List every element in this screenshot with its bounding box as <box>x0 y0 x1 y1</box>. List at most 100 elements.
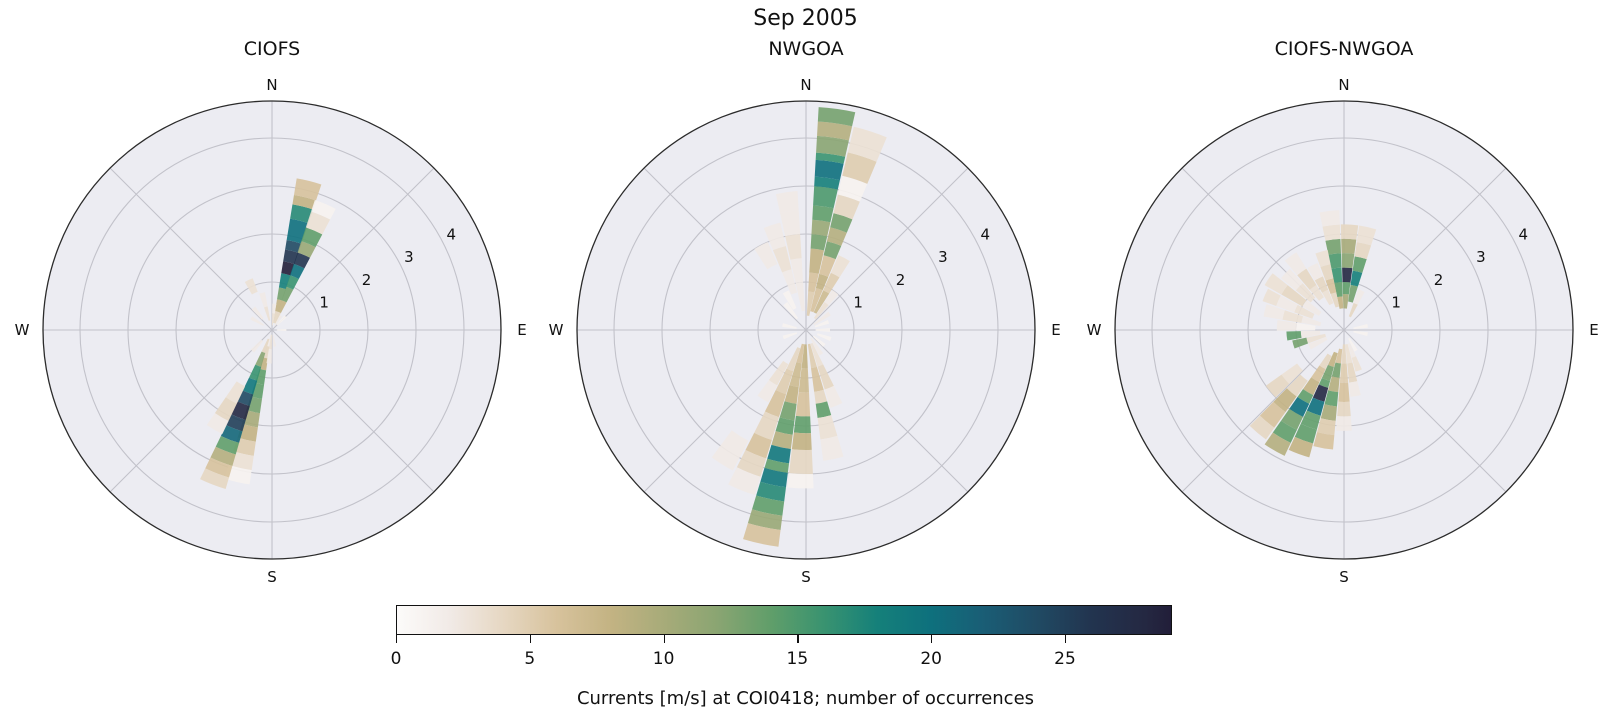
rose-petal-segment <box>261 338 270 354</box>
rose-petal-segment <box>775 368 794 395</box>
rose-petal-segment <box>826 227 847 246</box>
rose-petal-segment <box>830 255 850 278</box>
radial-tick-label: 4 <box>447 226 457 244</box>
rose-petal-segment <box>1337 296 1344 309</box>
rose-petal-segment <box>276 328 287 332</box>
rose-petal-segment <box>812 205 834 223</box>
rose-petal-segment <box>772 245 792 273</box>
rose-petal-segment <box>1284 252 1307 276</box>
rose-petal-segment <box>768 360 789 386</box>
rose-petal-segment <box>276 315 287 326</box>
rose-petal-segment <box>782 332 798 340</box>
rose-petal-segment <box>816 333 832 341</box>
rose-petal-segment <box>1318 377 1331 388</box>
rose-petal-segment <box>1319 353 1332 370</box>
rose-petal-segment <box>1262 288 1281 306</box>
rose-petal-segment <box>1288 436 1314 458</box>
rose-petal-segment <box>767 444 791 464</box>
rose-petal-segment <box>1289 397 1310 417</box>
colorbar-gradient <box>396 605 1172 635</box>
radial-tick-label: 1 <box>1391 293 1401 311</box>
colorbar-tick-label: 20 <box>920 649 942 669</box>
rose-petal-segment <box>795 391 811 417</box>
plot-title-ciofs-nwgoa: CIOFS-NWGOA <box>1274 38 1414 60</box>
polar-plot-ciofs-nwgoa: CIOFS-NWGOA 1 2 3 4 N E S W <box>1087 38 1599 586</box>
rose-petal-segment <box>244 278 258 295</box>
rose-petal-segment <box>255 368 267 385</box>
rose-petal-segment <box>1340 224 1359 240</box>
rose-petal-segment <box>824 289 839 306</box>
compass-label-north: N <box>1338 76 1350 94</box>
rose-petal-segment <box>1341 344 1347 364</box>
rose-petal-segment <box>795 282 805 312</box>
rose-petal-segment <box>1348 302 1358 318</box>
rose-petal-segment <box>747 509 783 531</box>
rose-petal-segment <box>301 227 323 248</box>
rose-petal-segment <box>1325 238 1341 255</box>
rose-petal-segment <box>1331 362 1341 378</box>
rose-petal-segment <box>255 351 266 367</box>
rose-petal-segment <box>281 261 295 276</box>
rose-petal-segment <box>263 306 271 321</box>
rose-petal-segment <box>1281 285 1307 307</box>
rose-petal-segment <box>1347 343 1356 358</box>
rose-petal-segment <box>290 263 305 280</box>
rose-petal-segment <box>1322 289 1334 306</box>
colorbar-tick-label: 10 <box>652 649 675 669</box>
rose-petal-segment <box>820 435 844 461</box>
rose-petal-segment <box>812 335 826 347</box>
rose-petal-segment <box>206 413 229 434</box>
rose-petal-segment <box>200 468 230 490</box>
rose-petal-segment <box>281 286 294 303</box>
colorbar-tick-label: 25 <box>1054 649 1076 669</box>
rose-petal-segment <box>782 323 797 329</box>
rose-petal-segment <box>1322 224 1341 241</box>
rose-petal-segment <box>1297 389 1314 404</box>
rose-petal-segment <box>711 430 749 471</box>
rose-petal-segment <box>789 362 802 388</box>
rose-petal-segment <box>1295 283 1316 303</box>
rose-petal-segment <box>1320 404 1337 421</box>
rose-petal-segment <box>214 397 237 421</box>
rose-petal-segment <box>728 467 761 496</box>
rose-petal-segment <box>1353 330 1368 337</box>
rose-petal-segment <box>833 194 860 220</box>
rose-petal-segment <box>278 300 287 314</box>
rose-petal-segment <box>293 252 310 269</box>
rose-petal-segment <box>830 213 853 233</box>
rose-petal-segment <box>780 210 801 237</box>
rose-petal-segment <box>1321 364 1334 381</box>
rose-petal-segment <box>1286 331 1302 341</box>
rose-petal-segment <box>272 303 277 314</box>
rose-petal-segment <box>1353 289 1365 305</box>
rose-petal-segment <box>305 211 331 235</box>
rose-petal-segment <box>297 241 316 258</box>
rose-petal-segment <box>242 377 258 395</box>
rose-petal-segment <box>1345 343 1353 364</box>
rose-petal-segment <box>809 248 825 274</box>
rose-petal-segment <box>745 432 772 459</box>
rose-petal-segment <box>813 311 831 326</box>
rose-petal-segment <box>249 364 262 381</box>
rose-petal-segment <box>1331 267 1343 283</box>
rose-petal-segment <box>272 334 277 347</box>
rose-petal-segment <box>791 432 812 451</box>
rose-petal-segment <box>752 495 785 516</box>
rose-petal-segment <box>842 152 877 184</box>
rose-petal-segment <box>1312 384 1329 402</box>
colorbar-tick-label: 0 <box>390 649 402 669</box>
polar-plot-nwgoa: NWGOA 1 2 3 4 N E S W <box>549 38 1061 586</box>
rose-petal-segment <box>1353 323 1368 330</box>
rose-petal-segment <box>1300 410 1321 430</box>
rose-petal-segment <box>756 481 787 502</box>
rose-petal-segment <box>259 292 268 308</box>
rose-petal-segment <box>278 273 291 290</box>
rose-petal-segment <box>1328 376 1340 393</box>
radial-tick-label: 3 <box>1476 248 1486 266</box>
rose-petal-segment <box>1306 397 1325 416</box>
rose-petal-segment <box>311 200 336 220</box>
rose-petal-segment <box>1294 423 1317 444</box>
rose-petal-segment <box>1264 432 1291 456</box>
compass-label-south: S <box>801 568 811 586</box>
colorbar-tick <box>1064 635 1067 643</box>
